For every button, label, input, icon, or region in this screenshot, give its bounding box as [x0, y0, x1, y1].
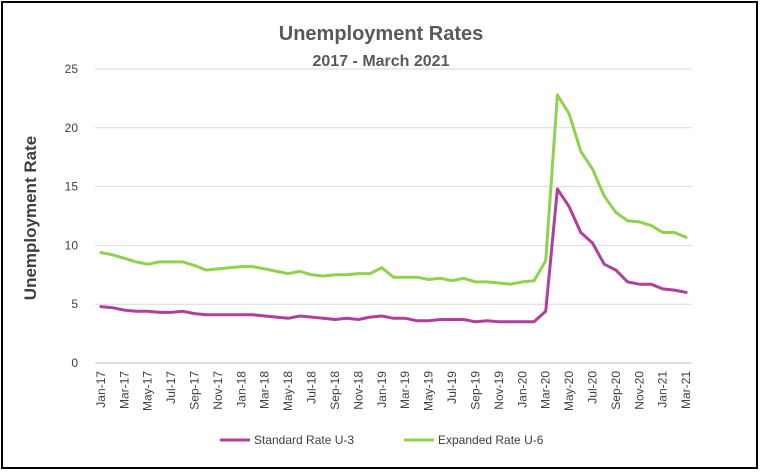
x-tick-label: Mar-17 [117, 371, 131, 409]
x-tick-label: May-17 [141, 371, 155, 411]
series-line-u3 [99, 187, 688, 324]
gridlines [95, 68, 692, 364]
x-tick-label: Jan-20 [515, 371, 529, 408]
legend: Standard Rate U-3 Expanded Rate U-6 [220, 433, 544, 447]
x-tick-label: Mar-21 [679, 371, 693, 409]
y-tick-label: 25 [65, 62, 79, 76]
x-tick-label: Jul-19 [445, 371, 459, 404]
chart-subtitle: 2017 - March 2021 [313, 53, 450, 70]
x-tick-label: May-20 [562, 371, 576, 411]
x-tick-label: May-19 [422, 371, 436, 411]
x-tick-label: Jan-21 [656, 371, 670, 408]
x-tick-label: Jul-20 [586, 371, 600, 404]
x-tick-label: Nov-19 [492, 371, 506, 410]
x-tick-label: Sep-20 [609, 371, 623, 410]
y-tick-label: 20 [65, 121, 79, 135]
y-axis-ticks: 0 5 10 15 20 25 [65, 62, 79, 370]
x-axis-ticks: Jan-17 Mar-17 May-17 Jul-17 Sep-17 Nov-17 Jan-… [94, 371, 693, 411]
x-tick-label: May-18 [281, 371, 295, 411]
y-tick-label: 0 [71, 356, 78, 370]
x-tick-label: Mar-20 [539, 371, 553, 409]
x-tick-label: Sep-17 [188, 371, 202, 410]
x-tick-label: Jan-18 [234, 371, 248, 408]
x-tick-label: Nov-20 [632, 371, 646, 410]
x-tick-label: Nov-18 [351, 371, 365, 410]
y-tick-label: 5 [71, 297, 78, 311]
x-tick-label: Mar-19 [398, 371, 412, 409]
x-tick-label: Nov-17 [211, 371, 225, 410]
series-line-u6 [99, 93, 688, 286]
legend-label: Standard Rate U-3 [254, 433, 354, 447]
x-tick-label: Sep-18 [328, 371, 342, 410]
y-tick-label: 15 [65, 180, 79, 194]
y-axis-title: Unemployment Rate [21, 136, 40, 300]
x-tick-label: Jul-18 [305, 371, 319, 404]
y-tick-label: 10 [65, 238, 79, 252]
legend-label: Expanded Rate U-6 [438, 433, 544, 447]
x-tick-label: Jan-19 [375, 371, 389, 408]
x-tick-label: Jan-17 [94, 371, 108, 408]
series-lines [99, 93, 688, 324]
x-tick-label: Sep-19 [468, 371, 482, 410]
chart-title: Unemployment Rates [279, 23, 484, 45]
x-tick-label: Mar-18 [258, 371, 272, 409]
x-tick-label: Jul-17 [164, 371, 178, 404]
